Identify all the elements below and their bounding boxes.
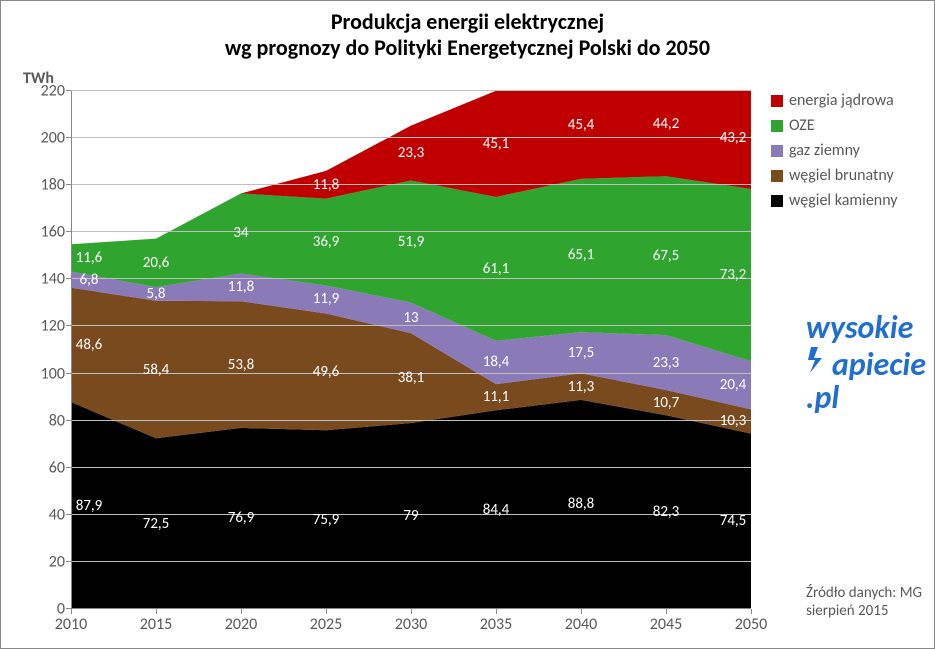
legend-label: energia jądrowa: [789, 91, 894, 110]
x-tick-label: 2010: [55, 615, 87, 634]
y-tick-label: 120: [41, 317, 65, 336]
legend: energia jądrowa OZE gaz ziemny węgiel bruna…: [771, 91, 898, 216]
x-tick-label: 2040: [565, 615, 597, 634]
x-tick-label: 2020: [225, 615, 257, 634]
x-tick: [156, 609, 157, 614]
plot-area: 0204060801001201401601802002202010201520…: [71, 91, 751, 609]
logo-line-2: apiecie: [806, 345, 926, 382]
legend-item: gaz ziemny: [771, 141, 898, 160]
x-axis: [71, 608, 751, 609]
y-tick-label: 20: [49, 552, 65, 571]
x-tick: [666, 609, 667, 614]
gridline: [71, 561, 751, 562]
y-tick-label: 220: [41, 82, 65, 101]
legend-item: OZE: [771, 116, 898, 135]
gridline: [71, 278, 751, 279]
y-tick-label: 60: [49, 458, 65, 477]
y-tick-label: 40: [49, 505, 65, 524]
logo-line-1: wysokie: [806, 311, 926, 345]
gridline: [71, 325, 751, 326]
legend-swatch: [771, 145, 783, 157]
legend-swatch: [771, 95, 783, 107]
chart-container: Produkcja energii elektrycznej wg progno…: [0, 0, 935, 649]
y-tick-label: 200: [41, 129, 65, 148]
y-axis: [71, 91, 72, 609]
legend-label: węgiel brunatny: [789, 166, 894, 185]
gridline: [71, 373, 751, 374]
x-tick: [326, 609, 327, 614]
logo-line-3: .pl: [806, 381, 926, 415]
x-tick-label: 2035: [480, 615, 512, 634]
chart-title: Produkcja energii elektrycznej wg progno…: [1, 1, 934, 62]
logo-wysokienapiecie: wysokie apiecie .pl: [806, 311, 926, 415]
legend-label: gaz ziemny: [789, 141, 860, 160]
title-line-2: wg prognozy do Polityki Energetycznej Po…: [1, 35, 934, 61]
area-svg: [71, 91, 751, 609]
legend-item: węgiel brunatny: [771, 166, 898, 185]
legend-item: węgiel kamienny: [771, 191, 898, 210]
legend-swatch: [771, 195, 783, 207]
x-tick: [751, 609, 752, 614]
x-tick: [496, 609, 497, 614]
x-tick-label: 2050: [735, 615, 767, 634]
source-line-2: sierpień 2015: [806, 602, 922, 620]
y-tick-label: 140: [41, 270, 65, 289]
y-tick-label: 100: [41, 364, 65, 383]
data-source: Źródło danych: MG sierpień 2015: [806, 584, 922, 620]
logo-line-2-rest: apiecie: [832, 345, 926, 384]
y-tick-label: 160: [41, 223, 65, 242]
gridline: [71, 514, 751, 515]
y-tick-label: 180: [41, 176, 65, 195]
legend-item: energia jądrowa: [771, 91, 898, 110]
gridline: [71, 184, 751, 185]
x-tick-label: 2015: [140, 615, 172, 634]
legend-label: węgiel kamienny: [789, 191, 898, 210]
gridline: [71, 90, 751, 91]
x-tick: [581, 609, 582, 614]
gridline: [71, 137, 751, 138]
x-tick-label: 2030: [395, 615, 427, 634]
x-tick-label: 2025: [310, 615, 342, 634]
gridline: [71, 231, 751, 232]
legend-swatch: [771, 120, 783, 132]
legend-label: OZE: [789, 116, 815, 135]
logo-n-glyph: [806, 345, 832, 375]
title-line-1: Produkcja energii elektrycznej: [1, 9, 934, 35]
x-tick: [411, 609, 412, 614]
x-tick-label: 2045: [650, 615, 682, 634]
gridline: [71, 420, 751, 421]
x-tick: [71, 609, 72, 614]
x-tick: [241, 609, 242, 614]
gridline: [71, 467, 751, 468]
source-line-1: Źródło danych: MG: [806, 584, 922, 602]
legend-swatch: [771, 170, 783, 182]
y-tick-label: 80: [49, 411, 65, 430]
